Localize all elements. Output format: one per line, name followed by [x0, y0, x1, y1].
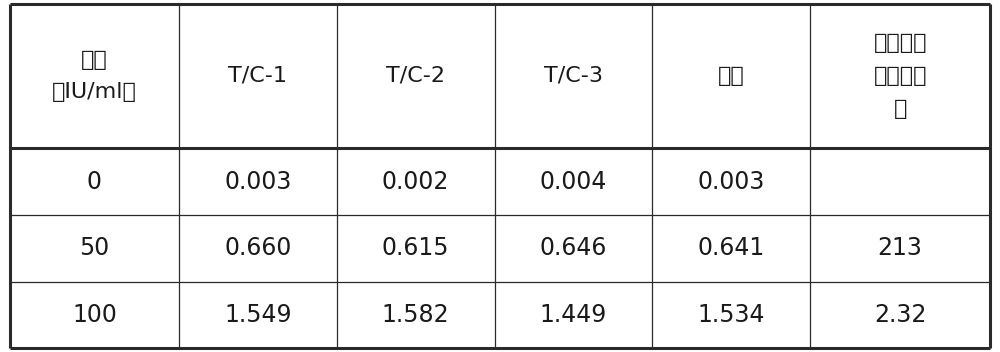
- Text: 1.582: 1.582: [382, 303, 449, 327]
- Text: 50: 50: [79, 236, 110, 260]
- Text: 0.004: 0.004: [540, 170, 607, 194]
- Text: 均值: 均值: [718, 66, 745, 86]
- Text: T/C-3: T/C-3: [544, 66, 603, 86]
- Text: 0.646: 0.646: [540, 236, 607, 260]
- Text: 0.002: 0.002: [382, 170, 449, 194]
- Text: 1.534: 1.534: [698, 303, 765, 327]
- Text: 1.549: 1.549: [224, 303, 291, 327]
- Text: 0: 0: [87, 170, 102, 194]
- Text: 0.003: 0.003: [698, 170, 765, 194]
- Text: 0.003: 0.003: [224, 170, 291, 194]
- Text: 100: 100: [72, 303, 117, 327]
- Text: 浓度
（IU/ml）: 浓度 （IU/ml）: [52, 50, 137, 102]
- Text: 0.615: 0.615: [382, 236, 449, 260]
- Text: 2.32: 2.32: [874, 303, 926, 327]
- Text: T/C-1: T/C-1: [228, 66, 287, 86]
- Text: 1.449: 1.449: [540, 303, 607, 327]
- Text: T/C-2: T/C-2: [386, 66, 445, 86]
- Text: 213: 213: [878, 236, 923, 260]
- Text: 0.660: 0.660: [224, 236, 291, 260]
- Text: 各浓度点
之间的反
差: 各浓度点 之间的反 差: [873, 33, 927, 119]
- Text: 0.641: 0.641: [698, 236, 765, 260]
